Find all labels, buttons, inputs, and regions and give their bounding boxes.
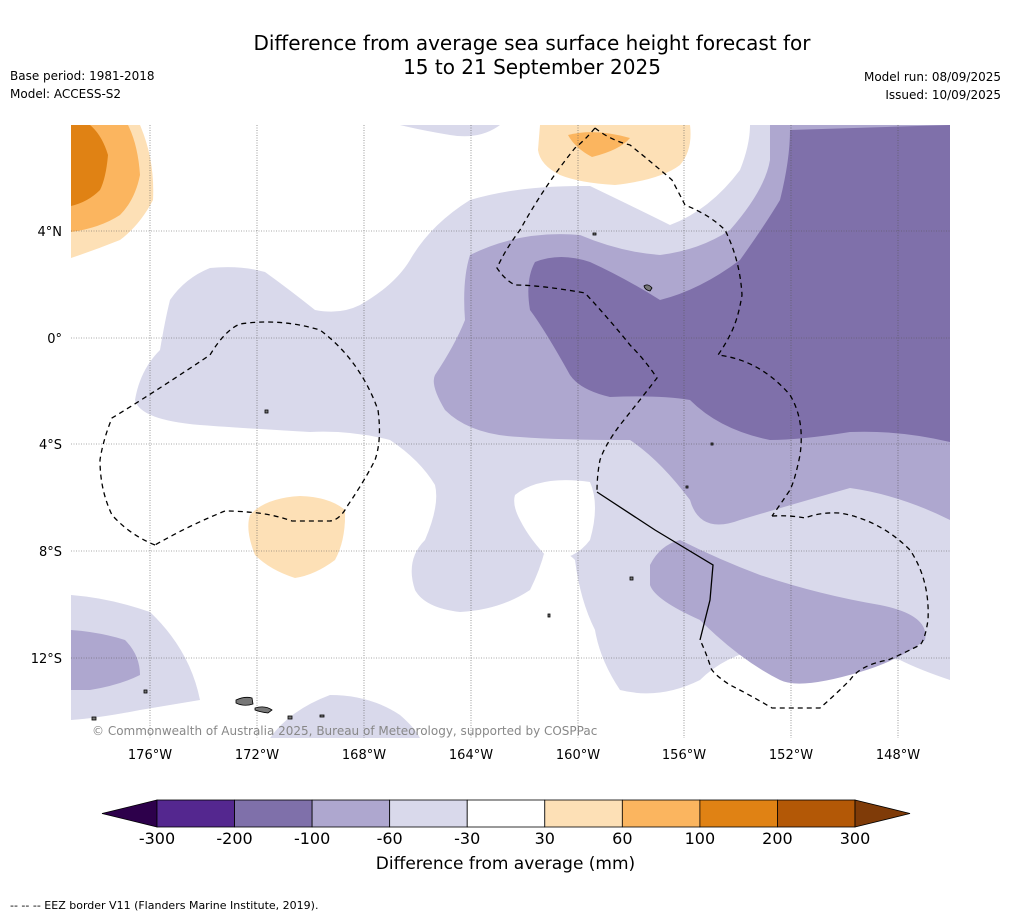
contour-neg100-main: [528, 125, 950, 442]
axis-labels: 4°N 0° 4°S 8°S 12°S 176°W 172°W 168°W 16…: [31, 225, 921, 763]
lat-label: 4°S: [39, 438, 62, 453]
colorbar-extend-low: [101, 799, 158, 828]
colorbar-segment: [777, 799, 856, 828]
eez-solid-borders: [596, 491, 714, 641]
colorbar-tick-label: 100: [685, 829, 716, 848]
meta-left: Base period: 1981-2018 Model: ACCESS-S2: [10, 67, 155, 103]
island-dot-4: [287, 715, 293, 720]
contour-neg60-sw: [71, 630, 140, 690]
island-dot-2: [592, 232, 597, 236]
lat-label: 4°N: [38, 225, 63, 240]
colorbar-tick-label: -30: [454, 829, 480, 848]
eez-line-islands-east: [594, 127, 802, 517]
colorbar-segment: [234, 799, 313, 828]
island-dot-1: [264, 409, 269, 414]
colorbar-tick-label: 200: [762, 829, 793, 848]
colorbar-tick-label: 60: [612, 829, 632, 848]
contour-pos100-nw: [71, 125, 108, 206]
colorbar-segment: [466, 799, 546, 828]
island-dot-8: [143, 689, 148, 694]
islands: [91, 232, 714, 721]
lon-label: 148°W: [876, 748, 920, 763]
colorbar-segments: [156, 799, 856, 828]
island-upolu: [254, 706, 273, 714]
meta-right: Model run: 08/09/2025 Issued: 10/09/2025: [864, 68, 1001, 104]
colorbar-tick-label: 300: [840, 829, 871, 848]
island-dot-10: [710, 442, 714, 446]
contour-pos60-n: [568, 132, 630, 157]
footer-note: -- -- -- EEZ border V11 (Flanders Marine…: [10, 899, 319, 912]
lon-label: 164°W: [449, 748, 493, 763]
map-credit: © Commonwealth of Australia 2025, Bureau…: [92, 724, 598, 738]
island-dot-7: [547, 613, 551, 618]
colorbar-ticks: -300 -200 -100 -60 -30 30 60 100 200 300: [139, 829, 870, 848]
lon-label: 156°W: [662, 748, 706, 763]
island-kiritimati: [643, 284, 653, 292]
title-line-1: Difference from average sea surface heig…: [253, 31, 811, 55]
eez-french-polynesia: [699, 512, 929, 709]
contour-pos30-s: [248, 496, 346, 578]
contour-neutral-gap: [514, 480, 595, 560]
colorbar-tick-label: 30: [535, 829, 555, 848]
island-savaii: [235, 696, 254, 706]
chart-title: Difference from average sea surface heig…: [0, 31, 1011, 79]
eez-line-islands: [496, 127, 658, 493]
eez-phoenix-islands: [99, 321, 381, 546]
base-period: Base period: 1981-2018: [10, 69, 155, 83]
model-name: Model: ACCESS-S2: [10, 87, 122, 101]
island-dot-3: [629, 576, 634, 581]
issued-date: Issued: 10/09/2025: [885, 88, 1001, 102]
colorbar-tick-label: -100: [294, 829, 330, 848]
contour-neg30-s: [270, 695, 420, 738]
lon-label: 172°W: [235, 748, 279, 763]
title-line-2: 15 to 21 September 2025: [403, 55, 661, 79]
colorbar-extend-high: [854, 799, 911, 828]
colorbar-segment: [389, 799, 468, 828]
colorbar-segment: [311, 799, 391, 828]
colorbar: -300 -200 -100 -60 -30 30 60 100 200 300: [101, 799, 911, 848]
eez-borders: [99, 127, 929, 709]
colorbar-tick-label: -60: [377, 829, 403, 848]
island-dot-6: [91, 716, 97, 721]
colorbar-segment: [544, 799, 623, 828]
island-dot-5: [319, 714, 325, 718]
graticule: [71, 125, 950, 738]
lon-label: 168°W: [342, 748, 386, 763]
lon-label: 160°W: [556, 748, 600, 763]
colorbar-tick-label: -300: [139, 829, 175, 848]
colorbar-tick-label: -200: [216, 829, 252, 848]
lat-label: 8°S: [39, 545, 62, 560]
model-run: Model run: 08/09/2025: [863, 70, 1001, 84]
contour-neg60-south: [650, 540, 926, 684]
colorbar-label: Difference from average (mm): [375, 854, 636, 874]
lon-label: 176°W: [128, 748, 172, 763]
colorbar-segment: [699, 799, 778, 828]
colorbar-segment: [621, 799, 701, 828]
island-dot-9: [685, 485, 689, 489]
lat-label: 0°: [47, 332, 62, 347]
eez-cook-boundary: [596, 491, 714, 641]
colorbar-segment: [156, 799, 235, 828]
lon-label: 152°W: [769, 748, 813, 763]
lat-label: 12°S: [31, 652, 62, 667]
map-area: [71, 125, 950, 738]
